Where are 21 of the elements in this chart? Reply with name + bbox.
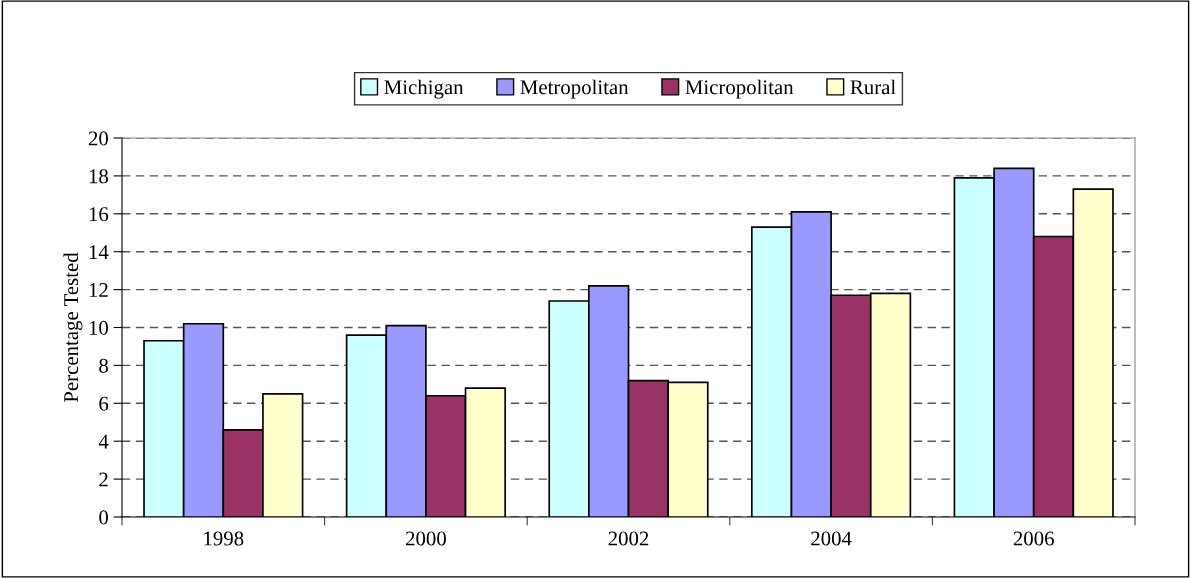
y-tick-label: 20	[88, 131, 109, 146]
x-tick-label: 2002	[608, 531, 649, 546]
legend-label: Metropolitan	[520, 79, 629, 99]
y-tick-label: 4	[98, 434, 109, 449]
y-tick-label: 10	[89, 320, 109, 335]
x-tick-label: 1998	[204, 531, 244, 546]
x-tick-label: 2006	[1013, 531, 1054, 546]
y-tick-label: 14	[89, 245, 109, 259]
y-tick-label: 18	[89, 169, 109, 184]
legend-label: Micropolitan	[685, 79, 794, 99]
x-tick-label: 2000	[405, 531, 446, 546]
legend-label: Rural	[850, 79, 896, 95]
y-tick-label: 16	[89, 207, 109, 222]
y-tick-label: 12	[89, 283, 108, 297]
y-tick-label: 6	[99, 396, 109, 411]
legend-label: Michigan	[384, 79, 464, 99]
y-axis-title: Percentage Tested	[63, 252, 83, 403]
y-tick-label: 8	[99, 358, 109, 373]
y-tick-label: 2	[99, 472, 108, 487]
x-tick-label: 2004	[811, 531, 852, 546]
y-tick-label: 0	[99, 510, 109, 525]
